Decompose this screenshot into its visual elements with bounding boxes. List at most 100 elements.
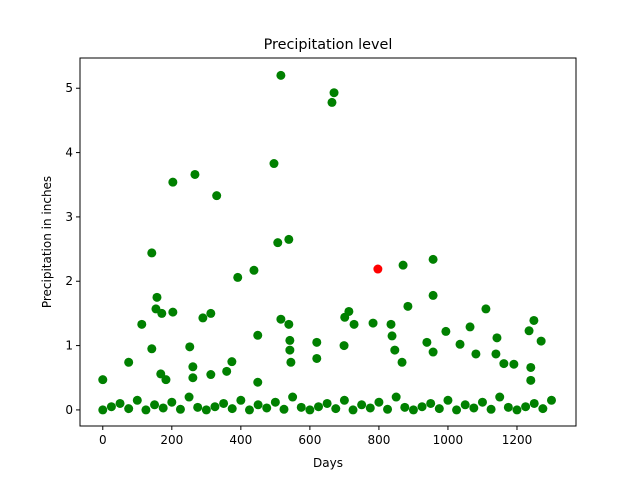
point [244,405,254,415]
point [521,402,531,412]
point [368,318,378,328]
point [262,403,272,413]
point [408,405,418,415]
point [426,398,436,408]
point [400,402,410,412]
point [147,248,157,258]
point [403,301,413,311]
point [279,404,289,414]
x-tick-label: 1000 [433,433,464,447]
point [460,400,470,410]
y-tick-label: 5 [65,81,73,95]
point [331,404,341,414]
point [141,405,151,415]
point [249,265,259,275]
point [193,402,203,412]
point [526,375,536,385]
y-tick-label: 0 [65,403,73,417]
point [536,336,546,346]
y-tick-label: 2 [65,274,73,288]
y-tick-label: 3 [65,210,73,224]
point [198,313,208,323]
x-tick-label: 400 [229,433,252,447]
point [161,375,171,385]
x-tick-label: 200 [160,433,183,447]
point [276,70,286,80]
point [329,88,339,98]
point [150,400,160,410]
point [157,308,167,318]
point [492,333,502,343]
point [465,322,475,332]
point [147,344,157,354]
point [285,335,295,345]
point [469,403,479,413]
point [222,366,232,376]
point [339,341,349,351]
x-tick-label: 800 [367,433,390,447]
point [398,260,408,270]
point [284,319,294,329]
point [206,370,216,380]
point [158,403,168,413]
point [455,339,465,349]
point [253,400,263,410]
point [441,326,451,336]
point [387,331,397,341]
point [184,392,194,402]
point [443,395,453,405]
point [529,315,539,325]
point [491,349,501,359]
point [499,359,509,369]
point [344,306,354,316]
point [168,177,178,187]
point [236,395,246,405]
point [152,292,162,302]
point [327,97,337,107]
point [219,398,229,408]
point [253,330,263,340]
point [481,304,491,314]
point [312,337,322,347]
point [509,359,519,369]
point [357,400,367,410]
point [296,402,306,412]
point [253,377,263,387]
point [227,357,237,367]
point [452,405,462,415]
point [175,404,185,414]
point [428,347,438,357]
point [106,402,116,412]
x-tick-label: 1200 [502,433,533,447]
point [124,357,134,367]
point [495,392,505,402]
point [383,404,393,414]
point [471,349,481,359]
point [168,307,178,317]
point [503,402,513,412]
y-axis-label: Precipitation in inches [40,176,54,308]
point [428,290,438,300]
point [349,319,359,329]
chart-title: Precipitation level [264,37,393,53]
point [397,357,407,367]
point [210,402,220,412]
point [512,405,522,415]
point [185,342,195,352]
point [167,397,177,407]
point [188,373,198,383]
point [365,403,375,413]
point [348,405,358,415]
point [227,404,237,414]
point [284,234,294,244]
point [428,254,438,264]
x-tick-label: 600 [298,433,321,447]
point [417,402,427,412]
point [286,357,296,367]
point [390,345,400,355]
point [524,326,534,336]
point [98,375,108,385]
point [212,191,222,201]
point [529,398,539,408]
